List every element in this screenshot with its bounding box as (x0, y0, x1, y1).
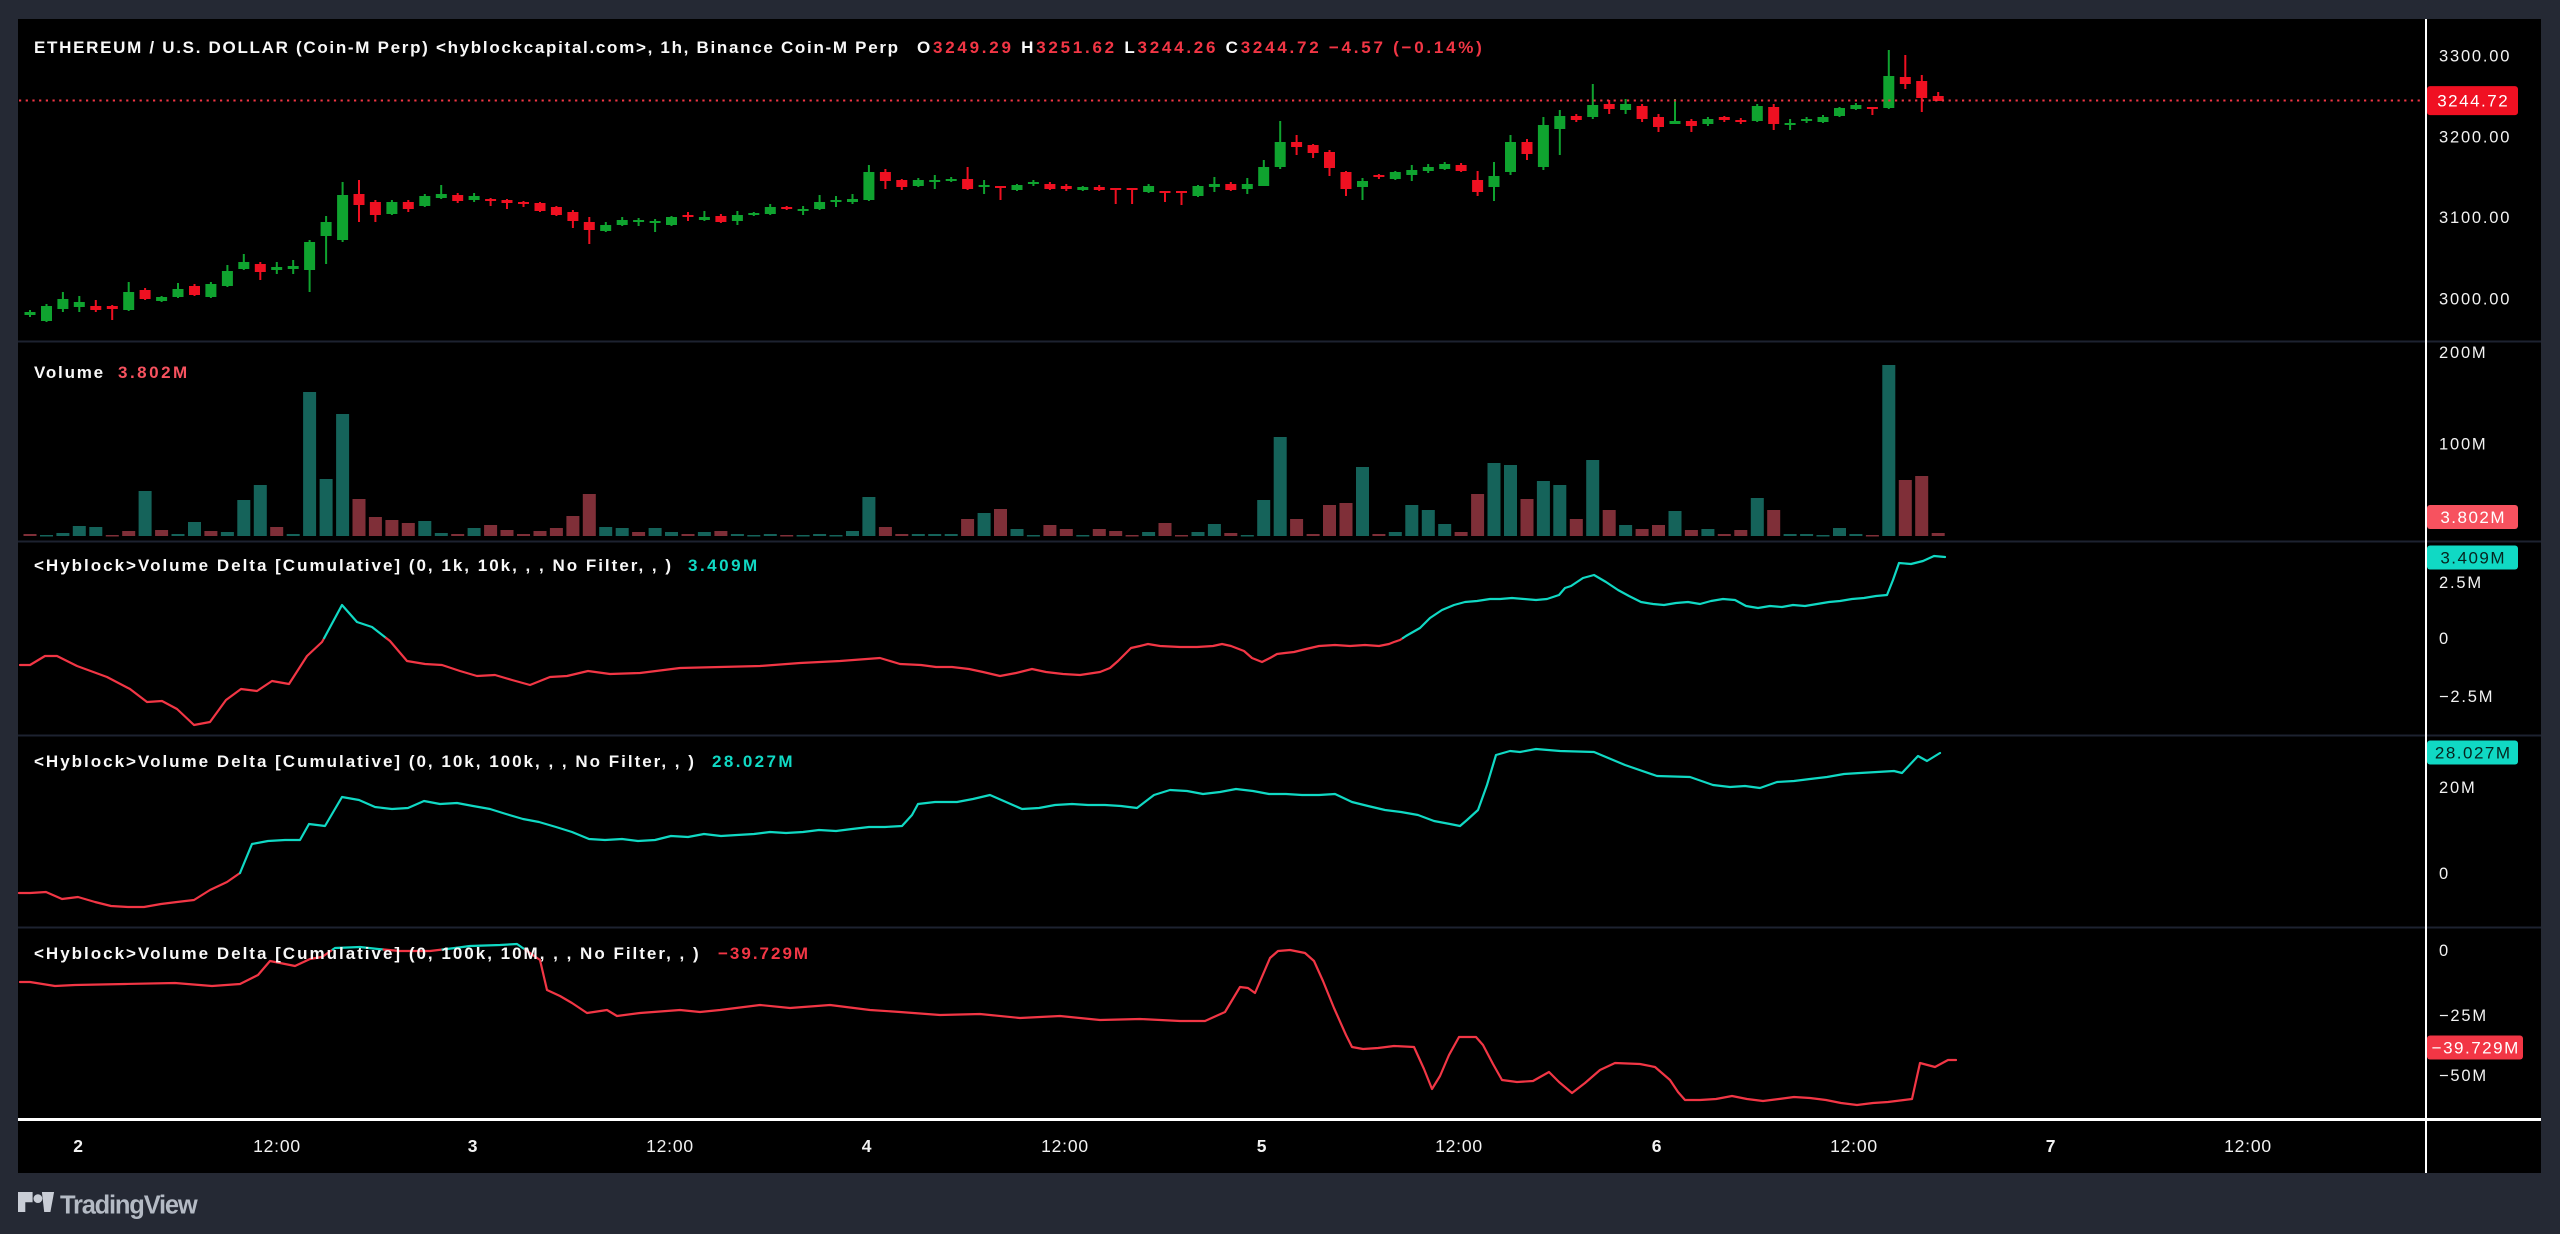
svg-text:4: 4 (862, 1136, 873, 1156)
svg-text:−25M: −25M (2439, 1007, 2488, 1025)
svg-text:0: 0 (2439, 942, 2450, 960)
svg-text:100M: 100M (2439, 436, 2487, 454)
svg-text:3.409M: 3.409M (688, 556, 760, 575)
svg-text:2: 2 (73, 1136, 84, 1156)
svg-text:−2.5M: −2.5M (2439, 688, 2494, 706)
svg-text:12:00: 12:00 (1041, 1136, 1089, 1156)
svg-text:3200.00: 3200.00 (2439, 128, 2511, 146)
svg-text:12:00: 12:00 (253, 1136, 301, 1156)
svg-text:6: 6 (1652, 1136, 1663, 1156)
svg-text:12:00: 12:00 (1830, 1136, 1878, 1156)
svg-text:3244.72: 3244.72 (2437, 92, 2509, 111)
svg-text:TradingView: TradingView (60, 1192, 198, 1220)
svg-text:<Hyblock>Volume Delta [Cumulat: <Hyblock>Volume Delta [Cumulative] (0, 1… (34, 556, 673, 575)
svg-text:<Hyblock>Volume Delta [Cumulat: <Hyblock>Volume Delta [Cumulative] (0, 1… (34, 752, 696, 771)
svg-text:5: 5 (1257, 1136, 1268, 1156)
svg-text:12:00: 12:00 (1435, 1136, 1483, 1156)
svg-text:3.409M: 3.409M (2440, 549, 2506, 568)
svg-text:3.802M: 3.802M (118, 363, 190, 382)
svg-text:3300.00: 3300.00 (2439, 48, 2511, 66)
svg-text:7: 7 (2046, 1136, 2057, 1156)
svg-text:0: 0 (2439, 630, 2450, 648)
svg-text:−39.729M: −39.729M (718, 944, 810, 963)
svg-text:2.5M: 2.5M (2439, 574, 2483, 592)
svg-text:3000.00: 3000.00 (2439, 290, 2511, 308)
svg-text:3.802M: 3.802M (2440, 508, 2506, 527)
svg-text:28.027M: 28.027M (712, 752, 795, 771)
svg-text:0: 0 (2439, 865, 2450, 883)
svg-text:Volume: Volume (34, 363, 105, 382)
svg-text:3100.00: 3100.00 (2439, 209, 2511, 227)
svg-text:200M: 200M (2439, 344, 2487, 362)
svg-text:ETHEREUM / U.S. DOLLAR (Coin-M: ETHEREUM / U.S. DOLLAR (Coin-M Perp) <hy… (34, 38, 900, 57)
svg-text:<Hyblock>Volume Delta [Cumulat: <Hyblock>Volume Delta [Cumulative] (0, 1… (34, 944, 701, 963)
svg-text:−50M: −50M (2439, 1067, 2488, 1085)
svg-text:28.027M: 28.027M (2435, 744, 2512, 763)
svg-text:12:00: 12:00 (2224, 1136, 2272, 1156)
svg-text:20M: 20M (2439, 779, 2477, 797)
svg-text:O3249.29 H3251.62 L3244.26 C32: O3249.29 H3251.62 L3244.26 C3244.72 −4.5… (917, 38, 1485, 57)
svg-text:3: 3 (468, 1136, 479, 1156)
svg-text:−39.729M: −39.729M (2432, 1039, 2520, 1058)
svg-text:12:00: 12:00 (646, 1136, 694, 1156)
